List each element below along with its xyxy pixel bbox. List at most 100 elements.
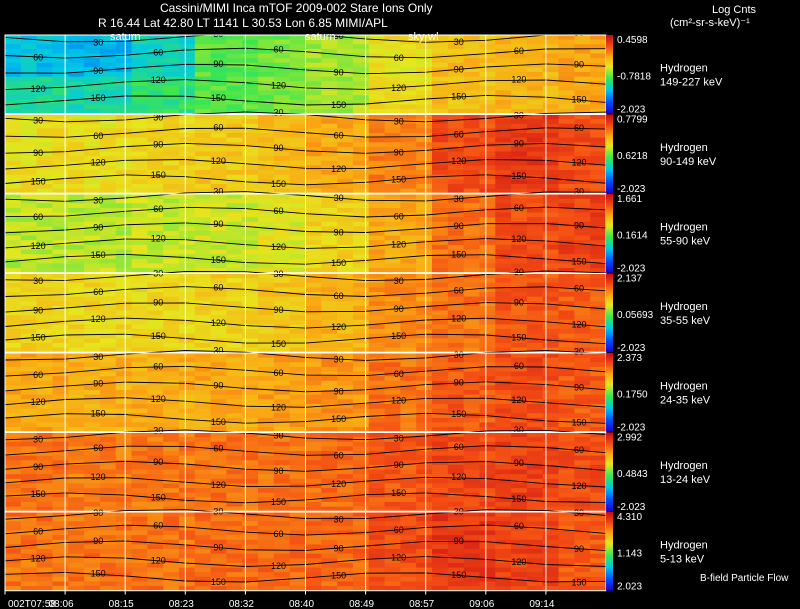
heat-cell bbox=[558, 427, 575, 433]
heat-cell bbox=[400, 338, 417, 344]
heat-cell bbox=[447, 483, 465, 489]
heat-cell bbox=[210, 586, 227, 592]
heat-cell bbox=[99, 39, 117, 45]
heat-cell bbox=[147, 72, 164, 78]
heat-cell bbox=[337, 521, 354, 527]
heat-cell bbox=[210, 287, 227, 293]
heat-cell bbox=[447, 90, 465, 96]
heat-cell bbox=[210, 512, 227, 518]
heat-cell bbox=[194, 212, 212, 218]
heat-cell bbox=[558, 544, 575, 550]
heat-cell bbox=[68, 90, 85, 96]
contour-label: 90 bbox=[454, 65, 464, 75]
heat-cell bbox=[163, 142, 180, 148]
heat-cell bbox=[526, 492, 544, 498]
heat-cell bbox=[289, 474, 306, 480]
heat-cell bbox=[84, 231, 101, 237]
heat-cell bbox=[511, 263, 528, 269]
heat-cell bbox=[558, 399, 575, 405]
heat-cell bbox=[384, 394, 401, 400]
heat-cell bbox=[416, 315, 433, 321]
heat-cell bbox=[242, 226, 259, 232]
heat-cell bbox=[289, 128, 306, 134]
heat-cell bbox=[131, 333, 148, 339]
heat-cell bbox=[258, 170, 275, 176]
heat-cell bbox=[289, 217, 306, 223]
heat-cell bbox=[210, 58, 227, 64]
heat-cell bbox=[337, 512, 354, 518]
heat-cell bbox=[352, 544, 370, 550]
heat-cell bbox=[447, 99, 465, 105]
heat-cell bbox=[352, 446, 370, 452]
heat-cell bbox=[400, 441, 417, 447]
heat-cell bbox=[36, 44, 53, 50]
heat-cell bbox=[84, 441, 101, 447]
heat-cell bbox=[226, 146, 243, 152]
heat-cell bbox=[352, 521, 370, 527]
heat-cell bbox=[68, 329, 85, 335]
heat-cell bbox=[115, 371, 132, 377]
heat-cell bbox=[526, 287, 544, 293]
heat-cell bbox=[194, 207, 212, 213]
contour-label: 150 bbox=[331, 258, 346, 268]
heat-cell bbox=[574, 315, 591, 321]
heat-cell bbox=[52, 160, 69, 166]
heat-cell bbox=[447, 366, 465, 372]
heat-cell bbox=[558, 226, 575, 232]
heat-cell bbox=[495, 455, 512, 461]
heat-cell bbox=[321, 437, 338, 443]
heat-cell bbox=[305, 451, 322, 457]
heat-cell bbox=[416, 567, 433, 573]
heat-cell bbox=[5, 553, 22, 559]
heat-cell bbox=[289, 315, 306, 321]
heat-cell bbox=[368, 183, 385, 189]
heat-cell bbox=[574, 282, 591, 288]
heat-cell bbox=[36, 362, 53, 368]
heat-cell bbox=[590, 586, 607, 592]
heat-cell bbox=[20, 90, 38, 96]
heat-cell bbox=[337, 357, 354, 363]
heat-cell bbox=[305, 301, 322, 307]
heat-cell bbox=[5, 376, 22, 382]
heat-cell bbox=[226, 512, 243, 518]
contour-label: 30 bbox=[454, 194, 464, 204]
heat-cell bbox=[258, 287, 275, 293]
heat-cell bbox=[36, 273, 53, 279]
contour-label: 150 bbox=[391, 331, 406, 341]
heat-cell bbox=[5, 576, 22, 582]
heat-cell bbox=[131, 183, 148, 189]
heat-cell bbox=[99, 170, 117, 176]
colorbar-mid-label: 0.1614 bbox=[617, 230, 648, 241]
heat-cell bbox=[558, 549, 575, 555]
heat-cell bbox=[273, 123, 291, 129]
heat-cell bbox=[400, 315, 417, 321]
heat-cell bbox=[368, 488, 385, 494]
heat-cell bbox=[400, 235, 417, 241]
heat-cell bbox=[305, 90, 322, 96]
heat-cell bbox=[337, 324, 354, 330]
heat-cell bbox=[273, 226, 291, 232]
heat-cell bbox=[210, 119, 227, 125]
heat-cell bbox=[542, 235, 559, 241]
heat-cell bbox=[99, 85, 117, 91]
contour-label: 150 bbox=[271, 339, 286, 349]
contour-label: 150 bbox=[511, 332, 526, 342]
heat-cell bbox=[131, 133, 148, 139]
heat-cell bbox=[20, 333, 38, 339]
heat-cell bbox=[526, 179, 544, 185]
heat-cell bbox=[242, 488, 259, 494]
heat-cell bbox=[5, 212, 22, 218]
heat-cell bbox=[242, 506, 259, 512]
heat-cell bbox=[163, 399, 180, 405]
heat-cell bbox=[495, 315, 512, 321]
heat-cell bbox=[242, 549, 259, 555]
heat-cell bbox=[210, 179, 227, 185]
heat-cell bbox=[242, 460, 259, 466]
heat-cell bbox=[178, 244, 196, 250]
contour-label: 30 bbox=[514, 111, 524, 121]
heat-cell bbox=[36, 319, 53, 325]
heat-cell bbox=[147, 301, 164, 307]
heat-cell bbox=[52, 301, 69, 307]
heat-cell bbox=[258, 35, 275, 41]
heat-cell bbox=[526, 394, 544, 400]
